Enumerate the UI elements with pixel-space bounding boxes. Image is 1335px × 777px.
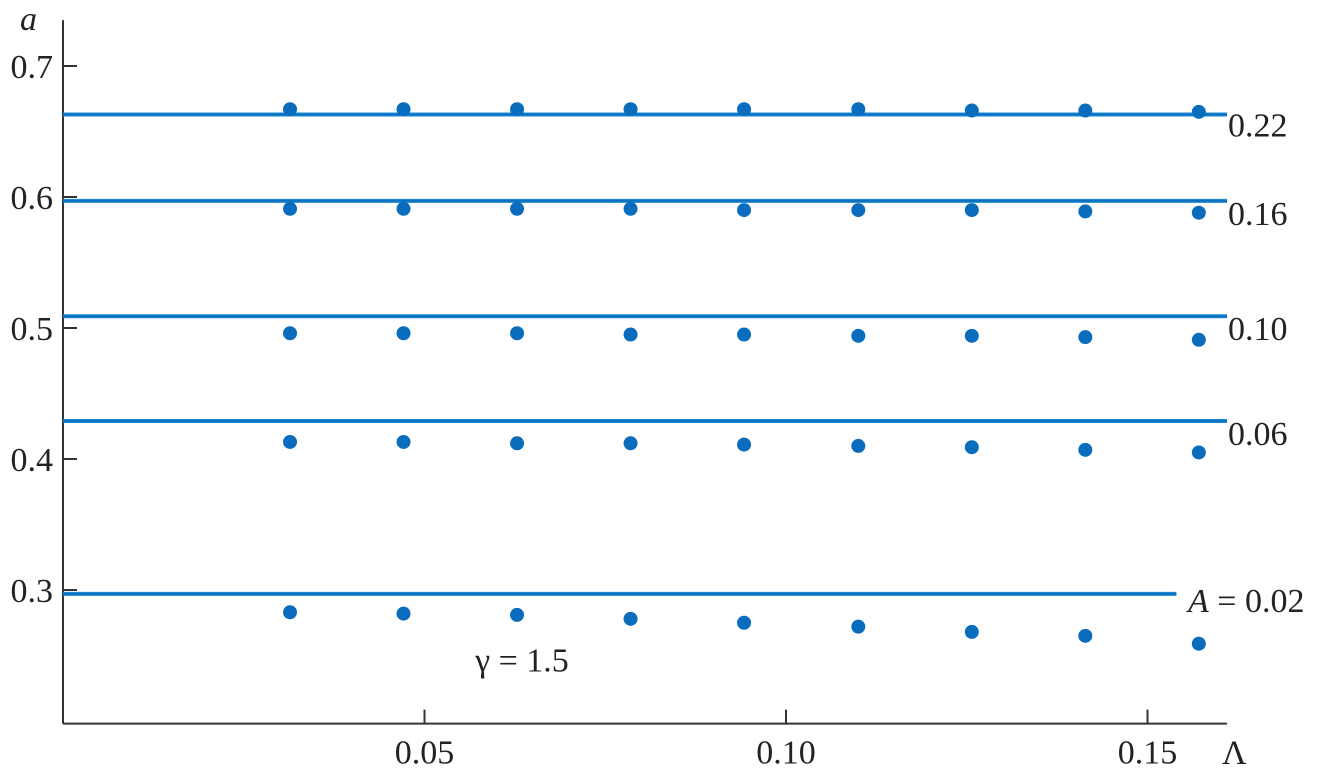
data-point <box>623 327 638 342</box>
data-point <box>396 434 411 449</box>
data-point <box>1191 205 1206 220</box>
y-tick-label: 0.7 <box>11 49 54 86</box>
data-point <box>396 326 411 341</box>
data-point <box>283 326 298 341</box>
data-point <box>737 203 752 218</box>
data-point <box>737 102 752 117</box>
data-point <box>510 607 525 622</box>
series-label: A = 0.02 <box>1186 583 1304 620</box>
data-point <box>1191 332 1206 347</box>
data-point <box>1078 442 1093 457</box>
x-tick-label: 0.05 <box>395 735 455 772</box>
data-point <box>1191 445 1206 460</box>
data-point <box>283 201 298 216</box>
data-point <box>964 624 979 639</box>
data-point <box>737 437 752 452</box>
data-point <box>510 436 525 451</box>
x-axis-label: Λ <box>1222 735 1247 772</box>
data-point <box>510 326 525 341</box>
data-point <box>851 619 866 634</box>
data-point <box>737 327 752 342</box>
data-point <box>851 328 866 343</box>
data-point <box>851 203 866 218</box>
data-point <box>851 438 866 453</box>
data-point <box>1078 204 1093 219</box>
data-point <box>1078 628 1093 643</box>
data-point <box>283 434 298 449</box>
data-point <box>964 203 979 218</box>
y-tick-label: 0.6 <box>11 180 54 217</box>
y-tick-label: 0.5 <box>11 311 54 348</box>
data-point <box>1191 636 1206 651</box>
data-point <box>964 440 979 455</box>
data-point <box>396 102 411 117</box>
data-point <box>283 102 298 117</box>
data-point <box>396 606 411 621</box>
data-point <box>510 102 525 117</box>
data-point <box>1191 104 1206 119</box>
data-point <box>623 201 638 216</box>
data-point <box>396 201 411 216</box>
data-point <box>964 103 979 118</box>
series-label: 0.10 <box>1228 311 1288 348</box>
data-point <box>623 102 638 117</box>
annotation: γ = 1.5 <box>474 642 569 679</box>
y-tick-label: 0.4 <box>11 442 54 479</box>
data-point <box>283 605 298 620</box>
data-point <box>623 436 638 451</box>
data-point <box>510 201 525 216</box>
series-label: 0.22 <box>1228 107 1288 144</box>
data-point <box>737 615 752 630</box>
y-tick-label: 0.3 <box>11 573 54 610</box>
data-point <box>851 102 866 117</box>
y-axis-label: a <box>20 1 37 38</box>
x-tick-label: 0.15 <box>1118 735 1178 772</box>
data-point <box>1078 103 1093 118</box>
data-point <box>1078 330 1093 345</box>
data-point <box>623 611 638 626</box>
data-point <box>964 328 979 343</box>
series-label: 0.16 <box>1228 196 1288 233</box>
x-tick-label: 0.10 <box>756 735 816 772</box>
series-label: 0.06 <box>1228 416 1288 453</box>
